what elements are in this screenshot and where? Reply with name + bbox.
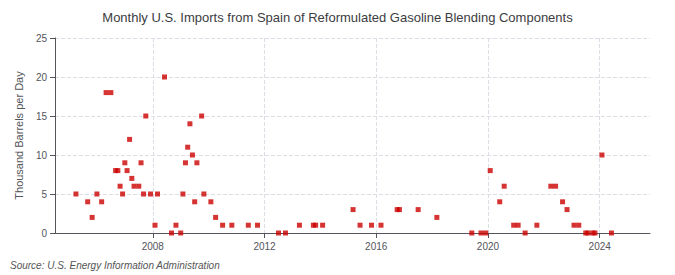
svg-text:Source: U.S. Energy Informatio: Source: U.S. Energy Information Administ… — [10, 260, 220, 271]
svg-text:2024: 2024 — [589, 241, 612, 252]
svg-text:5: 5 — [41, 189, 47, 200]
svg-text:10: 10 — [36, 150, 48, 161]
svg-text:2008: 2008 — [142, 241, 165, 252]
svg-text:Thousand Barrels per Day: Thousand Barrels per Day — [13, 71, 25, 200]
svg-text:2012: 2012 — [253, 241, 276, 252]
svg-text:2020: 2020 — [477, 241, 500, 252]
svg-text:2016: 2016 — [365, 241, 388, 252]
svg-text:25: 25 — [36, 33, 48, 44]
svg-text:20: 20 — [36, 72, 48, 83]
svg-text:Monthly U.S. Imports from Spai: Monthly U.S. Imports from Spain of Refor… — [102, 10, 573, 25]
svg-text:0: 0 — [41, 228, 47, 239]
svg-text:15: 15 — [36, 111, 48, 122]
